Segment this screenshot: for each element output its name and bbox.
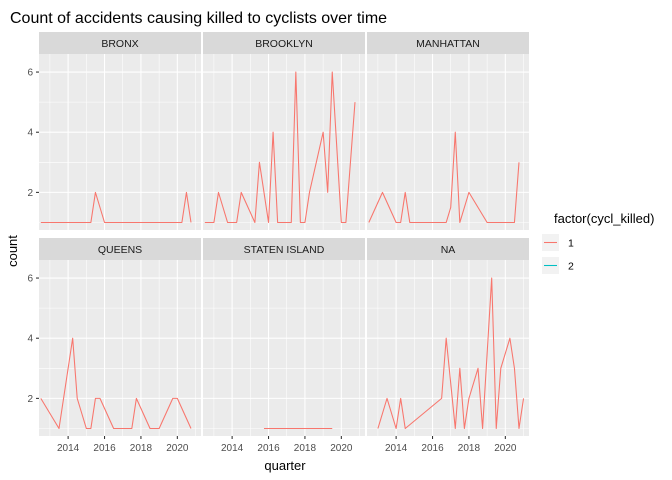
facet-strip xyxy=(203,238,365,260)
facet-strip xyxy=(367,32,529,54)
y-tick-label: 2 xyxy=(27,394,33,405)
facet-panel: MANHATTAN xyxy=(367,32,529,230)
facet-strip-label: MANHATTAN xyxy=(416,38,480,50)
legend-entry: 2 xyxy=(542,257,574,274)
x-tick-label: 2020 xyxy=(494,443,517,454)
legend-entry: 1 xyxy=(542,234,574,251)
y-tick-label: 4 xyxy=(27,334,33,345)
facet-strip-label: BRONX xyxy=(101,38,138,50)
y-tick-label: 6 xyxy=(27,68,33,79)
facet-panel: NA 2014 2016 2018 2020 xyxy=(367,238,529,454)
x-tick-label: 2014 xyxy=(221,443,244,454)
facet-panels: BRONX 2 4 6 BROOKLYN MANHATTAN QUEENS 2 4 6 2014 20… xyxy=(27,32,529,454)
facet-panel: QUEENS 2 4 6 2014 2016 2018 2020 xyxy=(27,238,201,454)
x-tick-label: 2014 xyxy=(385,443,408,454)
chart-title: Count of accidents causing killed to cyc… xyxy=(10,10,387,27)
legend-label: 2 xyxy=(568,261,574,273)
x-tick-label: 2018 xyxy=(130,443,153,454)
panel-background xyxy=(203,260,365,436)
facet-strip-label: STATEN ISLAND xyxy=(244,244,325,256)
series-line-1 xyxy=(40,191,192,224)
x-tick-label: 2020 xyxy=(166,443,189,454)
panel-background xyxy=(39,54,201,230)
x-tick-label: 2016 xyxy=(93,443,116,454)
facet-strip xyxy=(39,32,201,54)
x-tick-label: 2020 xyxy=(330,443,353,454)
legend-title: factor(cycl_killed) xyxy=(554,211,654,226)
x-tick-label: 2014 xyxy=(57,443,80,454)
y-tick-label: 6 xyxy=(27,274,33,285)
panel-background xyxy=(203,54,365,230)
series-line-1 xyxy=(377,277,525,430)
facet-panel: BRONX 2 4 6 xyxy=(27,32,201,230)
facet-strip-label: NA xyxy=(441,244,456,256)
series-line-1 xyxy=(368,131,520,224)
panel-background xyxy=(39,260,201,436)
y-axis-title: count xyxy=(5,235,20,267)
facet-strip-label: QUEENS xyxy=(98,244,142,256)
facet-panel: STATEN ISLAND 2014 2016 2018 2020 xyxy=(203,238,365,454)
panel-background xyxy=(367,260,529,436)
legend: factor(cycl_killed) 1 2 xyxy=(542,211,654,274)
facet-strip xyxy=(39,238,201,260)
panel-background xyxy=(367,54,529,230)
facet-strip xyxy=(203,32,365,54)
y-tick-label: 4 xyxy=(27,128,33,139)
x-tick-label: 2016 xyxy=(257,443,280,454)
facet-strip xyxy=(367,238,529,260)
facet-strip-label: BROOKLYN xyxy=(255,38,313,50)
series-line-1 xyxy=(40,337,192,430)
series-line-1 xyxy=(204,71,356,224)
x-tick-label: 2016 xyxy=(421,443,444,454)
x-tick-label: 2018 xyxy=(294,443,317,454)
legend-label: 1 xyxy=(568,238,574,250)
facet-panel: BROOKLYN xyxy=(203,32,365,230)
x-axis-title: quarter xyxy=(264,458,306,473)
y-tick-label: 2 xyxy=(27,188,33,199)
x-tick-label: 2018 xyxy=(458,443,481,454)
